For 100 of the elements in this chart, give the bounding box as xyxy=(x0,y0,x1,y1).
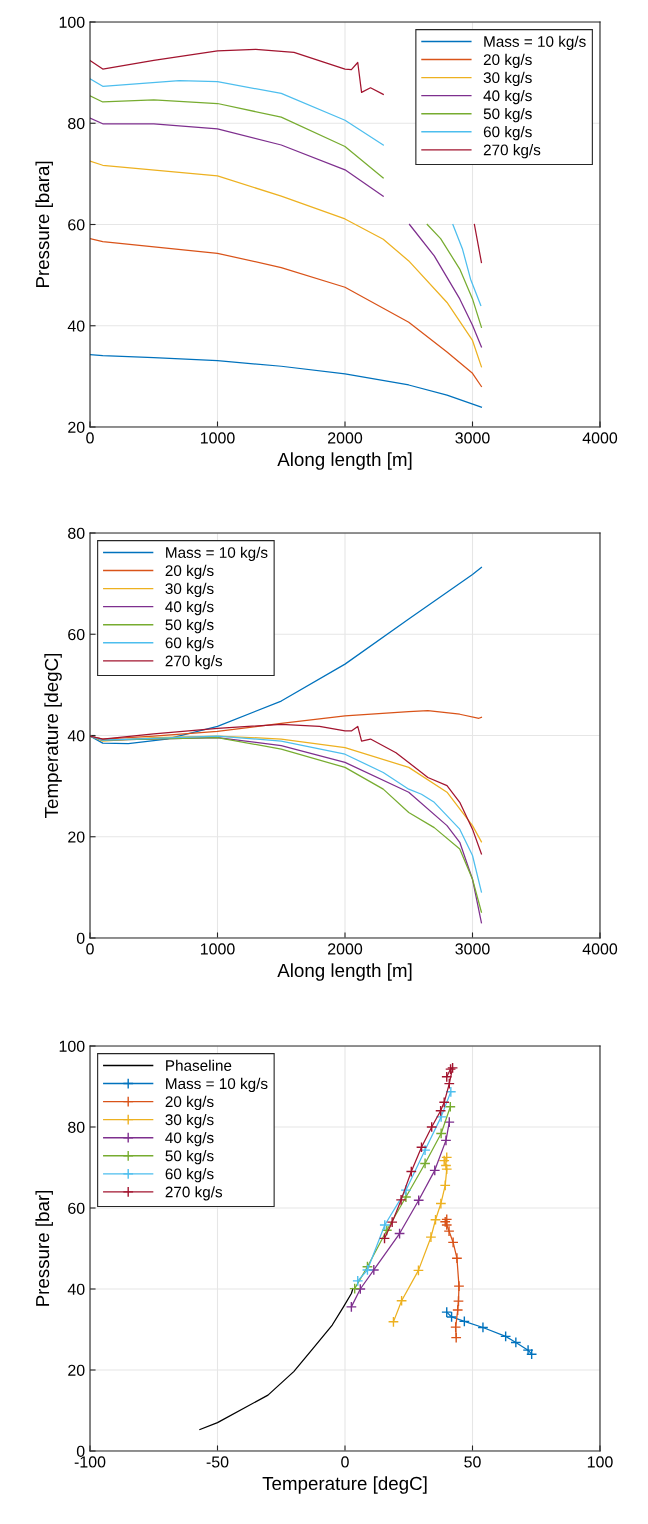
legend-label: 60 kg/s xyxy=(165,1168,214,1183)
point xyxy=(354,1283,366,1295)
y-tick-label: 40 xyxy=(67,730,85,742)
point xyxy=(378,1232,391,1244)
x-tick-label: 1000 xyxy=(200,943,235,955)
legend-label: Mass = 10 kg/s xyxy=(484,35,586,50)
point xyxy=(435,1197,447,1210)
y-tick-label: 20 xyxy=(68,831,85,843)
y-tick-label: 0 xyxy=(76,1445,85,1457)
point xyxy=(352,1275,364,1287)
point xyxy=(440,1134,452,1146)
legend-label: 50 kg/s xyxy=(165,618,214,634)
point xyxy=(446,1311,458,1323)
point xyxy=(413,1194,425,1206)
point xyxy=(429,1164,441,1176)
legend-label: 50 kg/s xyxy=(165,1150,214,1165)
x-tick-label: -100 xyxy=(74,1456,106,1468)
legend-label: 270 kg/s xyxy=(165,655,223,670)
point xyxy=(400,1184,412,1196)
point xyxy=(349,1283,361,1295)
point xyxy=(429,1214,442,1226)
y-tick-label: 0 xyxy=(76,932,85,944)
y-tick-label: 60 xyxy=(68,628,85,641)
point xyxy=(425,1231,437,1243)
point xyxy=(441,1306,453,1318)
legend-label: 40 kg/s xyxy=(165,1131,214,1147)
point xyxy=(381,1224,393,1236)
x-tick-label: 2000 xyxy=(328,943,363,955)
x-tick-label: 4000 xyxy=(582,432,618,444)
point xyxy=(500,1330,512,1342)
point xyxy=(452,1295,465,1307)
legend-label: 40 kg/s xyxy=(483,89,532,105)
legend-label: 30 kg/s xyxy=(483,71,532,87)
point xyxy=(443,1225,455,1237)
line-series xyxy=(90,353,483,408)
x-tick-label: 3000 xyxy=(455,943,490,955)
legend-label: Phaseline xyxy=(166,1059,232,1071)
y-tick-label: 80 xyxy=(68,117,85,130)
point xyxy=(447,1236,459,1248)
y-tick-label: 40 xyxy=(67,320,85,332)
x-axis-title: Along length [m] xyxy=(277,963,412,981)
point xyxy=(426,1121,438,1133)
y-axis-title: Pressure [bara] xyxy=(35,161,53,288)
legend-label: 60 kg/s xyxy=(483,126,532,141)
y-axis-title: Pressure [bar] xyxy=(35,1190,53,1306)
point xyxy=(435,1127,447,1140)
x-tick-label: 50 xyxy=(464,1456,481,1468)
point xyxy=(394,1227,406,1240)
point xyxy=(443,1116,455,1128)
point xyxy=(412,1264,424,1276)
point xyxy=(458,1315,470,1327)
legend-label: Mass = 10 kg/s xyxy=(166,546,268,561)
point xyxy=(438,1096,450,1108)
point xyxy=(386,1216,398,1228)
legend-label: 20 kg/s xyxy=(483,53,532,69)
y-tick-label: 60 xyxy=(68,1202,85,1214)
x-tick-label: 0 xyxy=(86,432,94,444)
y-tick-label: 60 xyxy=(68,219,85,231)
legend-label: 270 kg/s xyxy=(483,144,541,159)
point xyxy=(387,1316,400,1328)
point xyxy=(396,1295,408,1307)
point xyxy=(450,1332,462,1344)
point xyxy=(439,1179,451,1191)
y-tick-label: 100 xyxy=(59,16,85,28)
x-tick-label: 0 xyxy=(341,1456,349,1468)
point xyxy=(345,1301,357,1313)
line-series xyxy=(90,238,483,388)
point xyxy=(415,1141,428,1153)
legend-label: 270 kg/s xyxy=(165,1186,223,1201)
x-tick-label: 1000 xyxy=(200,432,235,444)
legend-label: 30 kg/s xyxy=(165,582,214,598)
x-tick-label: 4000 xyxy=(582,943,618,955)
legend-label: 20 kg/s xyxy=(165,1095,214,1111)
legend-label: 50 kg/s xyxy=(483,107,532,123)
point xyxy=(444,1101,456,1113)
point xyxy=(450,1321,462,1333)
point xyxy=(419,1157,431,1170)
y-tick-label: 80 xyxy=(68,527,85,539)
legend-label: 20 kg/s xyxy=(165,564,214,580)
legend-label: 30 kg/s xyxy=(165,1113,214,1129)
point xyxy=(405,1165,417,1178)
line-series xyxy=(90,566,483,745)
y-tick-label: 20 xyxy=(68,421,85,433)
x-axis-title: Temperature [degC] xyxy=(262,1476,427,1494)
y-tick-label: 100 xyxy=(59,1040,85,1052)
y-axis-title: Temperature [degC] xyxy=(44,653,62,818)
line-series xyxy=(199,1287,354,1431)
point xyxy=(510,1336,522,1349)
point xyxy=(441,1151,453,1163)
line-series xyxy=(90,160,483,368)
x-tick-label: 0 xyxy=(86,943,94,955)
legend-label: 40 kg/s xyxy=(165,600,214,616)
point xyxy=(451,1252,463,1264)
y-tick-label: 40 xyxy=(67,1283,85,1295)
point xyxy=(452,1304,464,1316)
point xyxy=(435,1111,447,1123)
point xyxy=(379,1219,391,1231)
point xyxy=(419,1144,431,1156)
point xyxy=(477,1321,489,1334)
line-series xyxy=(90,723,483,855)
